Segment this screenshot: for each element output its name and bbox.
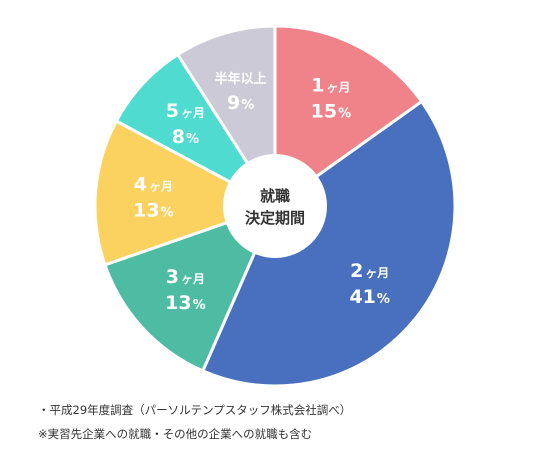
slice-category-label: 半年以上 xyxy=(215,71,267,87)
slice-percent-label: 15% xyxy=(311,101,351,123)
slice-category-label: 3 ヶ月 xyxy=(166,266,205,288)
slice-percent-label: 8% xyxy=(172,126,199,148)
center-label: 就職決定期間 xyxy=(245,187,305,227)
slice-category-label: 1 ヶ月 xyxy=(311,75,350,97)
pie-slice-2 xyxy=(200,99,457,388)
footnote: ※実習先企業への就職・その他の企業への就職も含む xyxy=(38,427,313,441)
slice-labels: 1 ヶ月 15% 2 ヶ月 41% 3 ヶ月 13% 4 ヶ月 13% 5 ヶ月 8% 半年以上 9% xyxy=(133,71,390,314)
slice-category-label: 2 ヶ月 xyxy=(350,260,389,282)
slice-percent-label: 13% xyxy=(165,292,205,314)
source-note: ・平成29年度調査（パーソルテンプスタッフ株式会社調べ） xyxy=(38,403,352,417)
donut-chart: 1 ヶ月 15% 2 ヶ月 41% 3 ヶ月 13% 4 ヶ月 13% 5 ヶ月 8% 半年以上 9% 就職決定期… xyxy=(93,24,457,388)
slice-category-label: 5 ヶ月 xyxy=(166,100,205,122)
slice-percent-label: 41% xyxy=(349,286,389,308)
pie-slice-3 xyxy=(102,203,278,373)
pie-slice-5 xyxy=(114,52,280,211)
pie-slice-4 xyxy=(93,118,279,267)
donut-hole xyxy=(223,154,327,258)
pie-slice-1 xyxy=(273,24,424,209)
slice-category-label: 4 ヶ月 xyxy=(134,173,173,195)
slice-percent-label: 9% xyxy=(227,92,254,114)
slice-percent-label: 13% xyxy=(133,199,173,221)
chart-notes: ・平成29年度調査（パーソルテンプスタッフ株式会社調べ） ※実習先企業への就職・… xyxy=(38,398,351,446)
pie-chart-area: 1 ヶ月 15% 2 ヶ月 41% 3 ヶ月 13% 4 ヶ月 13% 5 ヶ月 8% 半年以上 9% 就職決定期… xyxy=(93,24,457,388)
